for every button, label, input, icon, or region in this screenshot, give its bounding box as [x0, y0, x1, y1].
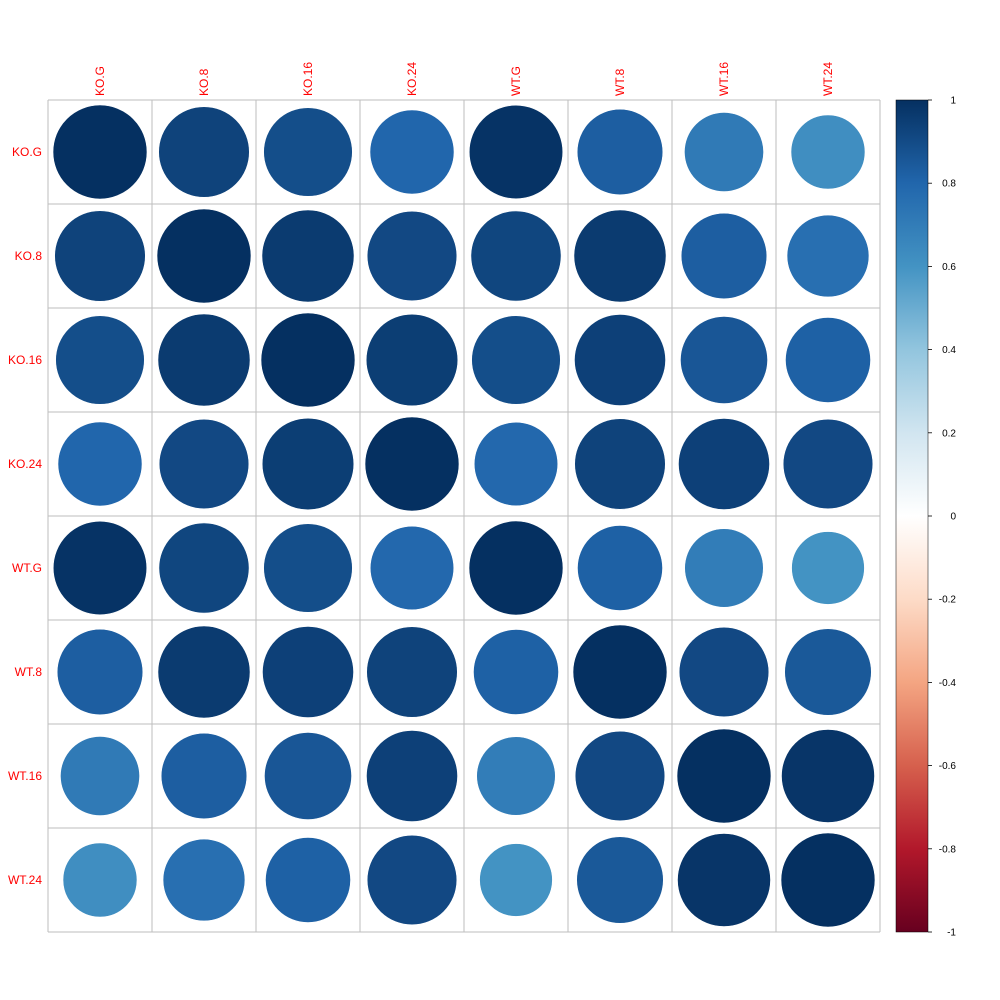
colorbar-gradient: [895, 99, 929, 933]
row-label: WT.G: [12, 561, 42, 575]
correlation-circle-KO.16-KO.16: [260, 312, 356, 408]
correlation-circle-WT.G-KO.16: [263, 523, 353, 613]
row-label: KO.24: [8, 457, 42, 471]
correlation-circle-KO.8-KO.G: [54, 210, 146, 302]
column-label: KO.16: [301, 62, 315, 96]
correlation-circle-WT.16-WT.16: [676, 728, 772, 824]
correlation-circle-WT.16-KO.8: [160, 732, 248, 820]
correlation-circle-KO.24-KO.8: [158, 418, 250, 510]
colorbar-tick-label: -0.6: [939, 761, 957, 772]
correlation-circle-KO.16-WT.8: [574, 314, 666, 406]
correlation-circle-WT.8-WT.G: [473, 629, 559, 715]
correlation-circle-WT.24-WT.G: [479, 843, 553, 917]
colorbar-tick-label: -0.8: [939, 844, 957, 855]
row-label: WT.24: [8, 873, 42, 887]
colorbar-tick-label: -0.2: [939, 595, 957, 606]
correlation-circle-WT.G-WT.8: [577, 525, 663, 611]
correlation-circle-KO.G-KO.8: [158, 106, 250, 198]
column-label: WT.24: [821, 62, 835, 96]
correlation-circle-WT.16-WT.G: [476, 736, 556, 816]
correlation-circle-KO.8-WT.16: [680, 212, 768, 300]
correlation-circle-WT.G-KO.24: [369, 525, 455, 611]
correlation-circle-KO.24-KO.G: [57, 421, 143, 507]
correlation-circle-WT.24-WT.24: [780, 832, 876, 928]
correlation-circle-KO.8-KO.8: [156, 208, 252, 304]
correlation-circle-WT.8-WT.24: [784, 628, 872, 716]
row-label: WT.16: [8, 769, 42, 783]
correlation-circle-KO.16-WT.G: [471, 315, 561, 405]
correlation-circle-WT.16-KO.G: [60, 736, 140, 816]
correlation-circle-WT.16-KO.24: [366, 730, 458, 822]
colorbar-tick-label: -0.4: [939, 678, 957, 689]
colorbar: 1 0.8 0.6 0.4 0.2 0 -0.2 -0.4 -0.6 -0.8 -1: [895, 96, 957, 939]
colorbar-tick-label: 0.8: [942, 179, 956, 190]
row-label: KO.16: [8, 353, 42, 367]
correlation-circle-KO.24-WT.8: [574, 418, 666, 510]
colorbar-tick-label: 0.4: [942, 345, 956, 356]
column-label: KO.G: [93, 66, 107, 96]
correlation-circle-KO.8-KO.16: [261, 209, 355, 303]
correlation-circle-KO.24-WT.16: [678, 418, 770, 510]
column-label: KO.24: [405, 62, 419, 96]
correlation-circle-WT.16-WT.24: [781, 729, 875, 823]
column-label: WT.G: [509, 66, 523, 96]
colorbar-tick-label: 0.6: [942, 262, 956, 273]
correlation-circle-KO.8-WT.8: [573, 209, 667, 303]
correlation-circle-KO.G-WT.16: [684, 112, 764, 192]
correlation-circle-KO.16-KO.8: [157, 313, 251, 407]
correlation-circle-WT.8-KO.8: [157, 625, 251, 719]
correlation-circle-WT.16-KO.16: [264, 732, 352, 820]
correlation-circle-KO.G-WT.G: [468, 104, 564, 200]
correlation-circle-KO.G-KO.16: [263, 107, 353, 197]
correlation-circle-WT.24-WT.16: [677, 833, 771, 927]
colorbar-tick-label: 0.2: [942, 428, 956, 439]
correlation-circle-KO.G-KO.24: [369, 109, 455, 195]
correlation-circle-WT.8-WT.8: [572, 624, 668, 720]
correlation-circle-KO.G-WT.24: [790, 114, 866, 190]
correlation-circle-WT.8-KO.16: [262, 626, 354, 718]
colorbar-tick-label: -1: [947, 928, 956, 939]
correlation-circle-WT.16-WT.8: [574, 730, 666, 822]
correlation-circle-WT.8-WT.16: [678, 626, 770, 718]
correlation-circle-WT.G-KO.8: [158, 522, 250, 614]
correlation-circle-KO.24-KO.24: [364, 416, 460, 512]
correlation-circle-WT.8-KO.G: [56, 628, 144, 716]
correlation-circle-WT.G-WT.16: [684, 528, 764, 608]
correlation-circle-KO.16-KO.G: [55, 315, 145, 405]
correlation-circle-KO.8-KO.24: [366, 210, 458, 302]
grid-layer: [47, 99, 881, 933]
column-label: WT.16: [717, 62, 731, 96]
correlation-circle-WT.24-KO.G: [62, 842, 138, 918]
correlation-circle-WT.G-KO.G: [52, 520, 148, 616]
colorbar-tick-label: 0: [950, 512, 956, 523]
correlation-circle-KO.G-KO.G: [52, 104, 148, 200]
correlation-circle-KO.16-WT.24: [785, 317, 871, 403]
correlation-circle-KO.16-WT.16: [680, 316, 768, 404]
correlation-circle-WT.G-WT.G: [468, 520, 564, 616]
row-labels: KO.G KO.8 KO.16 KO.24 WT.G WT.8 WT.16 WT.24: [8, 145, 42, 887]
row-label: KO.8: [15, 249, 43, 263]
row-label: KO.G: [12, 145, 42, 159]
correlation-circle-KO.8-WT.24: [786, 214, 870, 298]
correlation-circle-KO.16-KO.24: [365, 313, 459, 407]
column-labels: KO.G KO.8 KO.16 KO.24 WT.G WT.8 WT.16 WT.24: [93, 62, 835, 96]
circle-layer: [52, 104, 876, 928]
correlation-circle-WT.8-KO.24: [366, 626, 458, 718]
row-label: WT.8: [15, 665, 43, 679]
correlation-circle-KO.8-WT.G: [470, 210, 562, 302]
correlation-circle-KO.24-WT.G: [473, 421, 559, 507]
colorbar-tick-label: 1: [950, 96, 956, 107]
correlation-circle-WT.24-KO.8: [162, 838, 246, 922]
column-label: WT.8: [613, 68, 627, 96]
correlation-circle-WT.G-WT.24: [791, 531, 865, 605]
correlation-circle-KO.G-WT.8: [576, 108, 664, 196]
correlation-circle-WT.24-KO.24: [366, 834, 458, 926]
correlation-circle-KO.24-WT.24: [782, 418, 874, 510]
correlation-circle-KO.24-KO.16: [261, 417, 355, 511]
correlation-circle-WT.24-KO.16: [265, 837, 351, 923]
correlation-circle-WT.24-WT.8: [576, 836, 664, 924]
column-label: KO.8: [197, 68, 211, 96]
